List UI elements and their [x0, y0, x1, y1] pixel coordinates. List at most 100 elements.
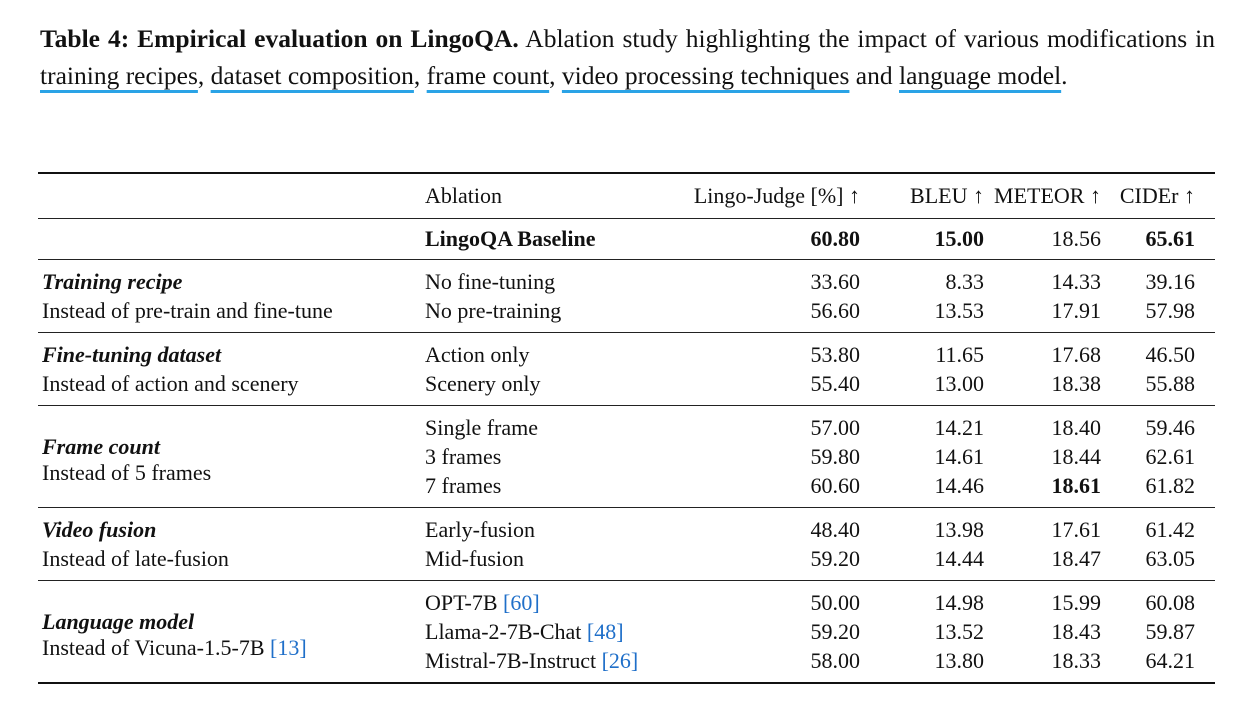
citation-link[interactable]: [48] [586, 618, 624, 644]
section-subtitle: Instead of 5 frames [42, 460, 212, 485]
section-title-text: Training recipe [42, 268, 183, 294]
cider-cell: 62.61 [1145, 443, 1196, 469]
judge-cell: 33.60 [810, 268, 861, 294]
ablation-cell: 7 frames [425, 472, 502, 498]
meteor-cell: 18.47 [1051, 545, 1102, 571]
bleu-cell: 11.65 [935, 341, 984, 367]
meteor-cell: 15.99 [1051, 589, 1102, 615]
judge-cell: 57.00 [810, 414, 861, 440]
cider-cell: 39.16 [1145, 268, 1196, 294]
citation-link[interactable]: [60] [503, 589, 540, 615]
caption-link-dataset-composition[interactable]: dataset composition [210, 61, 414, 90]
meteor-cell: 17.91 [1051, 297, 1102, 323]
ablation-cell: Mid-fusion [425, 545, 524, 571]
cider-cell: 59.46 [1145, 414, 1196, 440]
meteor-cell: 18.43 [1051, 618, 1102, 644]
caption-separator: , [197, 61, 211, 90]
ablation-cell: Action only [425, 341, 530, 367]
ablation-cell: OPT-7B [60] [425, 581, 680, 618]
judge-cell: 55.40 [810, 370, 861, 396]
judge-cell: 59.20 [810, 618, 861, 644]
table-row: Frame count Instead of 5 frames Single f… [38, 405, 1215, 485]
caption-separator: , [549, 61, 562, 90]
cider-cell: 61.82 [1145, 472, 1196, 498]
section-label-cell: Language model Instead of Vicuna-1.5-7B … [38, 581, 425, 684]
ablation-cell: 3 frames [425, 443, 502, 469]
table-row: 3 frames 59.80 14.61 18.44 62.61 [38, 442, 1215, 471]
ablation-cell: Llama-2-7B-Chat [48] [425, 617, 680, 646]
meteor-cell: 17.68 [1051, 341, 1102, 367]
caption-text: and [849, 61, 899, 90]
section-title: Video fusion [38, 508, 425, 545]
judge-cell: 53.80 [810, 341, 861, 367]
judge-cell: 50.00 [810, 589, 861, 615]
ablation-text: OPT-7B [425, 589, 504, 615]
bleu-cell: 14.61 [934, 443, 985, 469]
ablation-cell: Mistral-7B-Instruct [26] [425, 646, 680, 683]
table-row: Llama-2-7B-Chat [48] 59.20 13.52 18.43 5… [38, 617, 1215, 646]
bleu-cell: 14.21 [934, 414, 985, 440]
judge-cell: 48.40 [810, 516, 861, 542]
bleu-cell: 13.00 [934, 370, 985, 396]
cider-cell: 63.05 [1145, 545, 1196, 571]
table-row: Instead of late-fusion Mid-fusion 59.20 … [38, 544, 1215, 581]
header-cider: CIDEr ↑ [1119, 183, 1195, 208]
bleu-cell: 14.44 [934, 545, 985, 571]
header-bleu: BLEU ↑ [910, 183, 984, 208]
bleu-cell: 13.98 [934, 516, 985, 542]
section-subtitle-text: Instead of Vicuna-1.5-7B [42, 635, 270, 660]
section-title-text: Video fusion [42, 516, 157, 542]
section-title: Training recipe [38, 260, 425, 297]
meteor-cell-best: 18.61 [1051, 472, 1102, 498]
section-subtitle: Instead of action and scenery [42, 370, 299, 396]
caption-link-training-recipes[interactable]: training recipes [40, 61, 198, 90]
table-row: 7 frames 60.60 14.46 18.61 61.82 [38, 471, 1215, 508]
table-header-row: Ablation Lingo-Judge [%] ↑ BLEU ↑ METEOR… [38, 173, 1215, 219]
caption-link-frame-count[interactable]: frame count [426, 61, 550, 90]
table-caption: Table 4: Empirical evaluation on LingoQA… [40, 20, 1215, 94]
citation-link[interactable]: [13] [270, 635, 307, 660]
cider-cell: 60.08 [1145, 589, 1196, 615]
section-title: Fine-tuning dataset [38, 333, 425, 370]
section-subtitle: Instead of pre-train and fine-tune [42, 297, 333, 323]
results-table: Ablation Lingo-Judge [%] ↑ BLEU ↑ METEOR… [38, 172, 1215, 684]
meteor-cell: 18.33 [1051, 647, 1102, 673]
header-lingo-judge: Lingo-Judge [%] ↑ [693, 183, 860, 208]
judge-cell: 56.60 [810, 297, 861, 323]
caption-text: Ablation study highlighting the impact o… [518, 24, 1215, 53]
header-ablation: Ablation [425, 183, 502, 208]
cider-cell: 55.88 [1145, 370, 1196, 396]
section-title-text: Fine-tuning dataset [42, 341, 222, 367]
caption-link-language-model[interactable]: language model [899, 61, 1062, 90]
citation-link[interactable]: [26] [601, 647, 639, 673]
baseline-label: LingoQA Baseline [425, 226, 596, 251]
bleu-cell: 14.46 [934, 472, 985, 498]
section-title: Language model [42, 609, 195, 634]
bleu-cell: 13.80 [934, 647, 985, 673]
section-subtitle: Instead of Vicuna-1.5-7B [13] [42, 635, 425, 661]
cider-cell: 64.21 [1145, 647, 1196, 673]
header-empty-cell [38, 173, 425, 219]
cider-cell: 61.42 [1145, 516, 1196, 542]
ablation-cell: No pre-training [425, 297, 562, 323]
judge-cell: 59.20 [810, 545, 861, 571]
cider-cell: 57.98 [1145, 297, 1196, 323]
ablation-text: Mistral-7B-Instruct [425, 647, 602, 673]
meteor-cell: 18.44 [1051, 443, 1102, 469]
judge-cell: 58.00 [810, 647, 861, 673]
caption-title: Table 4: Empirical evaluation on LingoQA… [40, 24, 519, 53]
ablation-cell: Scenery only [425, 370, 541, 396]
meteor-cell: 18.38 [1051, 370, 1102, 396]
ablation-cell: No fine-tuning [425, 268, 556, 294]
meteor-cell: 18.40 [1051, 414, 1102, 440]
bleu-cell: 8.33 [945, 268, 985, 294]
caption-link-video-processing[interactable]: video processing techniques [561, 61, 850, 90]
cider-cell: 59.87 [1145, 618, 1196, 644]
bleu-cell: 13.53 [934, 297, 985, 323]
ablation-text: Llama-2-7B-Chat [425, 618, 587, 644]
meteor-cell: 17.61 [1051, 516, 1102, 542]
ablation-cell: Single frame [425, 414, 539, 440]
ablation-cell: Early-fusion [425, 516, 535, 542]
section-subtitle: Instead of late-fusion [42, 545, 229, 571]
table-row: Language model Instead of Vicuna-1.5-7B … [38, 580, 1215, 660]
